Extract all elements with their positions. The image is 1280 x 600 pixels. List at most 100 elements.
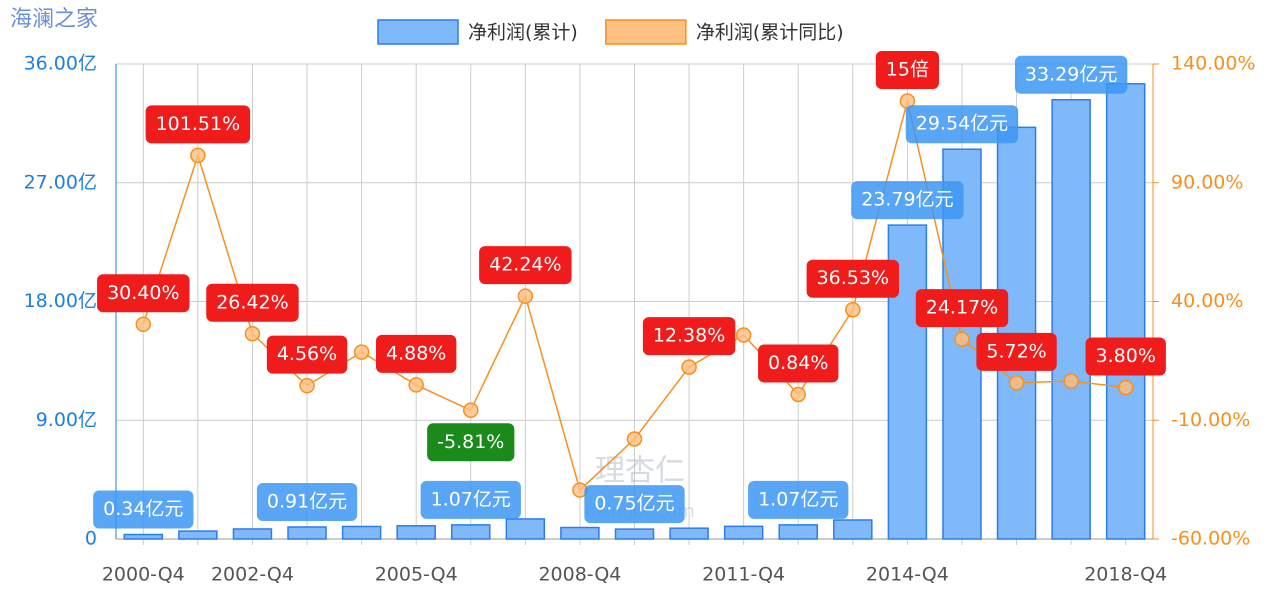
- data-label-text: 15倍: [886, 59, 929, 81]
- marker: [1117, 379, 1134, 396]
- bar: [451, 524, 491, 540]
- legend-label: 净利润(累计): [468, 22, 578, 44]
- marker: [135, 316, 152, 333]
- bar: [833, 519, 873, 540]
- label-box: [875, 51, 939, 90]
- data-label-text: 26.42%: [216, 291, 288, 313]
- y-tick-label: 0: [85, 528, 97, 550]
- x-tick-label: 2018-Q4: [1084, 564, 1167, 586]
- legend-label: 净利润(累计同比): [696, 22, 844, 44]
- label-box: [758, 344, 839, 383]
- label-box: [915, 289, 1009, 328]
- y2-tick-label: 90.00%: [1171, 171, 1243, 193]
- marker: [954, 331, 970, 347]
- data-label-text: 4.56%: [277, 343, 337, 365]
- y2-tick-label: -10.00%: [1171, 409, 1250, 431]
- marker: [463, 402, 479, 419]
- label-box: [806, 259, 900, 298]
- bar: [287, 526, 327, 540]
- marker: [408, 377, 424, 393]
- bar: [778, 524, 818, 540]
- data-label: 3.80%: [1085, 337, 1166, 376]
- label-box: [97, 274, 190, 313]
- label-box: [145, 105, 251, 144]
- label-box: [420, 480, 521, 519]
- data-label: 29.54亿元: [905, 105, 1019, 144]
- y2-tick-label: 40.00%: [1171, 290, 1243, 312]
- bar: [341, 525, 382, 540]
- marker: [353, 344, 370, 360]
- y2-tick-label: 140.00%: [1171, 53, 1256, 75]
- label-box: [266, 335, 348, 374]
- data-label: 5.72%: [976, 332, 1057, 371]
- bar: [123, 533, 164, 540]
- data-label-text: 12.38%: [653, 325, 725, 347]
- label-box: [642, 317, 736, 356]
- chart-title: 海澜之家: [10, 7, 98, 32]
- data-label: 12.38%: [642, 317, 736, 356]
- data-label-text: 4.88%: [386, 342, 446, 364]
- data-label-text: 101.51%: [156, 113, 241, 135]
- label-box: [1085, 337, 1166, 376]
- data-label: 101.51%: [145, 105, 251, 144]
- data-label: 26.42%: [206, 283, 299, 322]
- y-tick-label: 9.00亿: [36, 409, 97, 431]
- marker: [681, 359, 697, 375]
- marker: [190, 147, 206, 164]
- bar: [232, 528, 273, 540]
- data-label-text: 0.34亿元: [103, 498, 183, 520]
- x-tick-label: 2008-Q4: [538, 564, 621, 586]
- x-tick-label: 2002-Q4: [211, 564, 294, 586]
- data-label: 15倍: [875, 51, 939, 90]
- data-label-text: 1.07亿元: [431, 488, 511, 510]
- label-box: [851, 181, 964, 220]
- marker: [1008, 375, 1025, 391]
- legend-swatch: [377, 19, 459, 45]
- y-tick-label: 18.00亿: [24, 290, 97, 312]
- marker: [845, 301, 861, 318]
- data-label: 0.84%: [758, 344, 839, 383]
- bar: [669, 527, 709, 540]
- y-tick-label: 27.00亿: [24, 171, 97, 193]
- data-label: 0.91亿元: [256, 482, 358, 521]
- data-label: 23.79亿元: [851, 181, 964, 220]
- y-tick-label: 36.00亿: [24, 53, 97, 75]
- y2-tick-label: -60.00%: [1171, 528, 1250, 550]
- watermark: 理杏仁: [595, 454, 685, 489]
- data-label-text: 1.07亿元: [758, 488, 838, 510]
- marker: [626, 431, 643, 447]
- legend-swatch: [605, 19, 687, 45]
- label-box: [93, 490, 194, 529]
- label-box: [905, 105, 1019, 144]
- label-box: [376, 334, 457, 373]
- data-label: 30.40%: [97, 274, 190, 313]
- data-label-text: 0.84%: [768, 352, 828, 374]
- data-label: 4.56%: [266, 335, 348, 374]
- data-label: -5.81%: [427, 423, 515, 462]
- bar: [723, 525, 764, 540]
- bar: [1105, 83, 1146, 540]
- data-label: 1.07亿元: [748, 480, 849, 519]
- marker: [735, 327, 752, 343]
- label-box: [976, 332, 1057, 371]
- x-tick-label: 2014-Q4: [866, 564, 949, 586]
- bar: [1051, 99, 1091, 540]
- label-box: [256, 482, 358, 521]
- data-label-text: 24.17%: [926, 297, 998, 319]
- marker: [1063, 373, 1079, 389]
- marker: [299, 377, 315, 394]
- label-box: [479, 246, 572, 285]
- x-tick-label: 2011-Q4: [702, 564, 785, 586]
- marker: [790, 386, 806, 403]
- data-label-text: 23.79亿元: [861, 189, 953, 211]
- data-label-text: 0.91亿元: [267, 490, 347, 512]
- bar: [505, 518, 546, 540]
- data-label: 24.17%: [915, 289, 1009, 328]
- marker: [517, 288, 534, 304]
- label-box: [206, 283, 299, 322]
- data-label: 42.24%: [479, 246, 572, 285]
- data-label: 0.75亿元: [584, 485, 685, 524]
- x-tick-label: 2005-Q4: [375, 564, 458, 586]
- data-label-text: 5.72%: [986, 340, 1046, 362]
